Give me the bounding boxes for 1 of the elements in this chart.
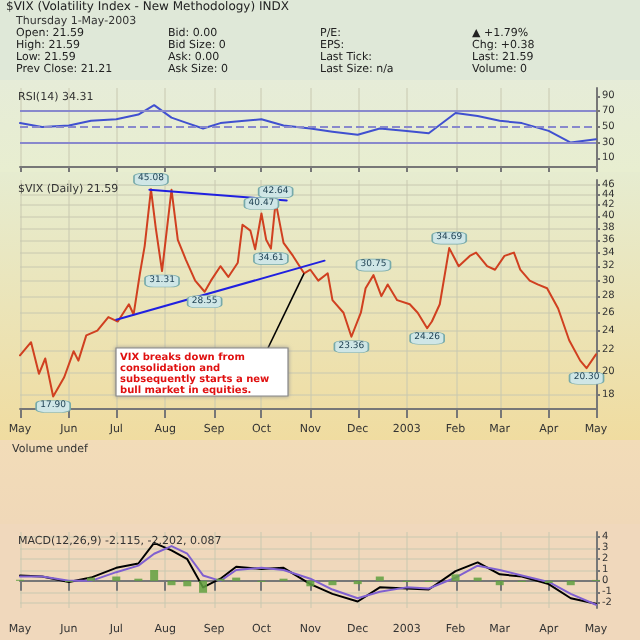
line-series xyxy=(19,104,597,144)
